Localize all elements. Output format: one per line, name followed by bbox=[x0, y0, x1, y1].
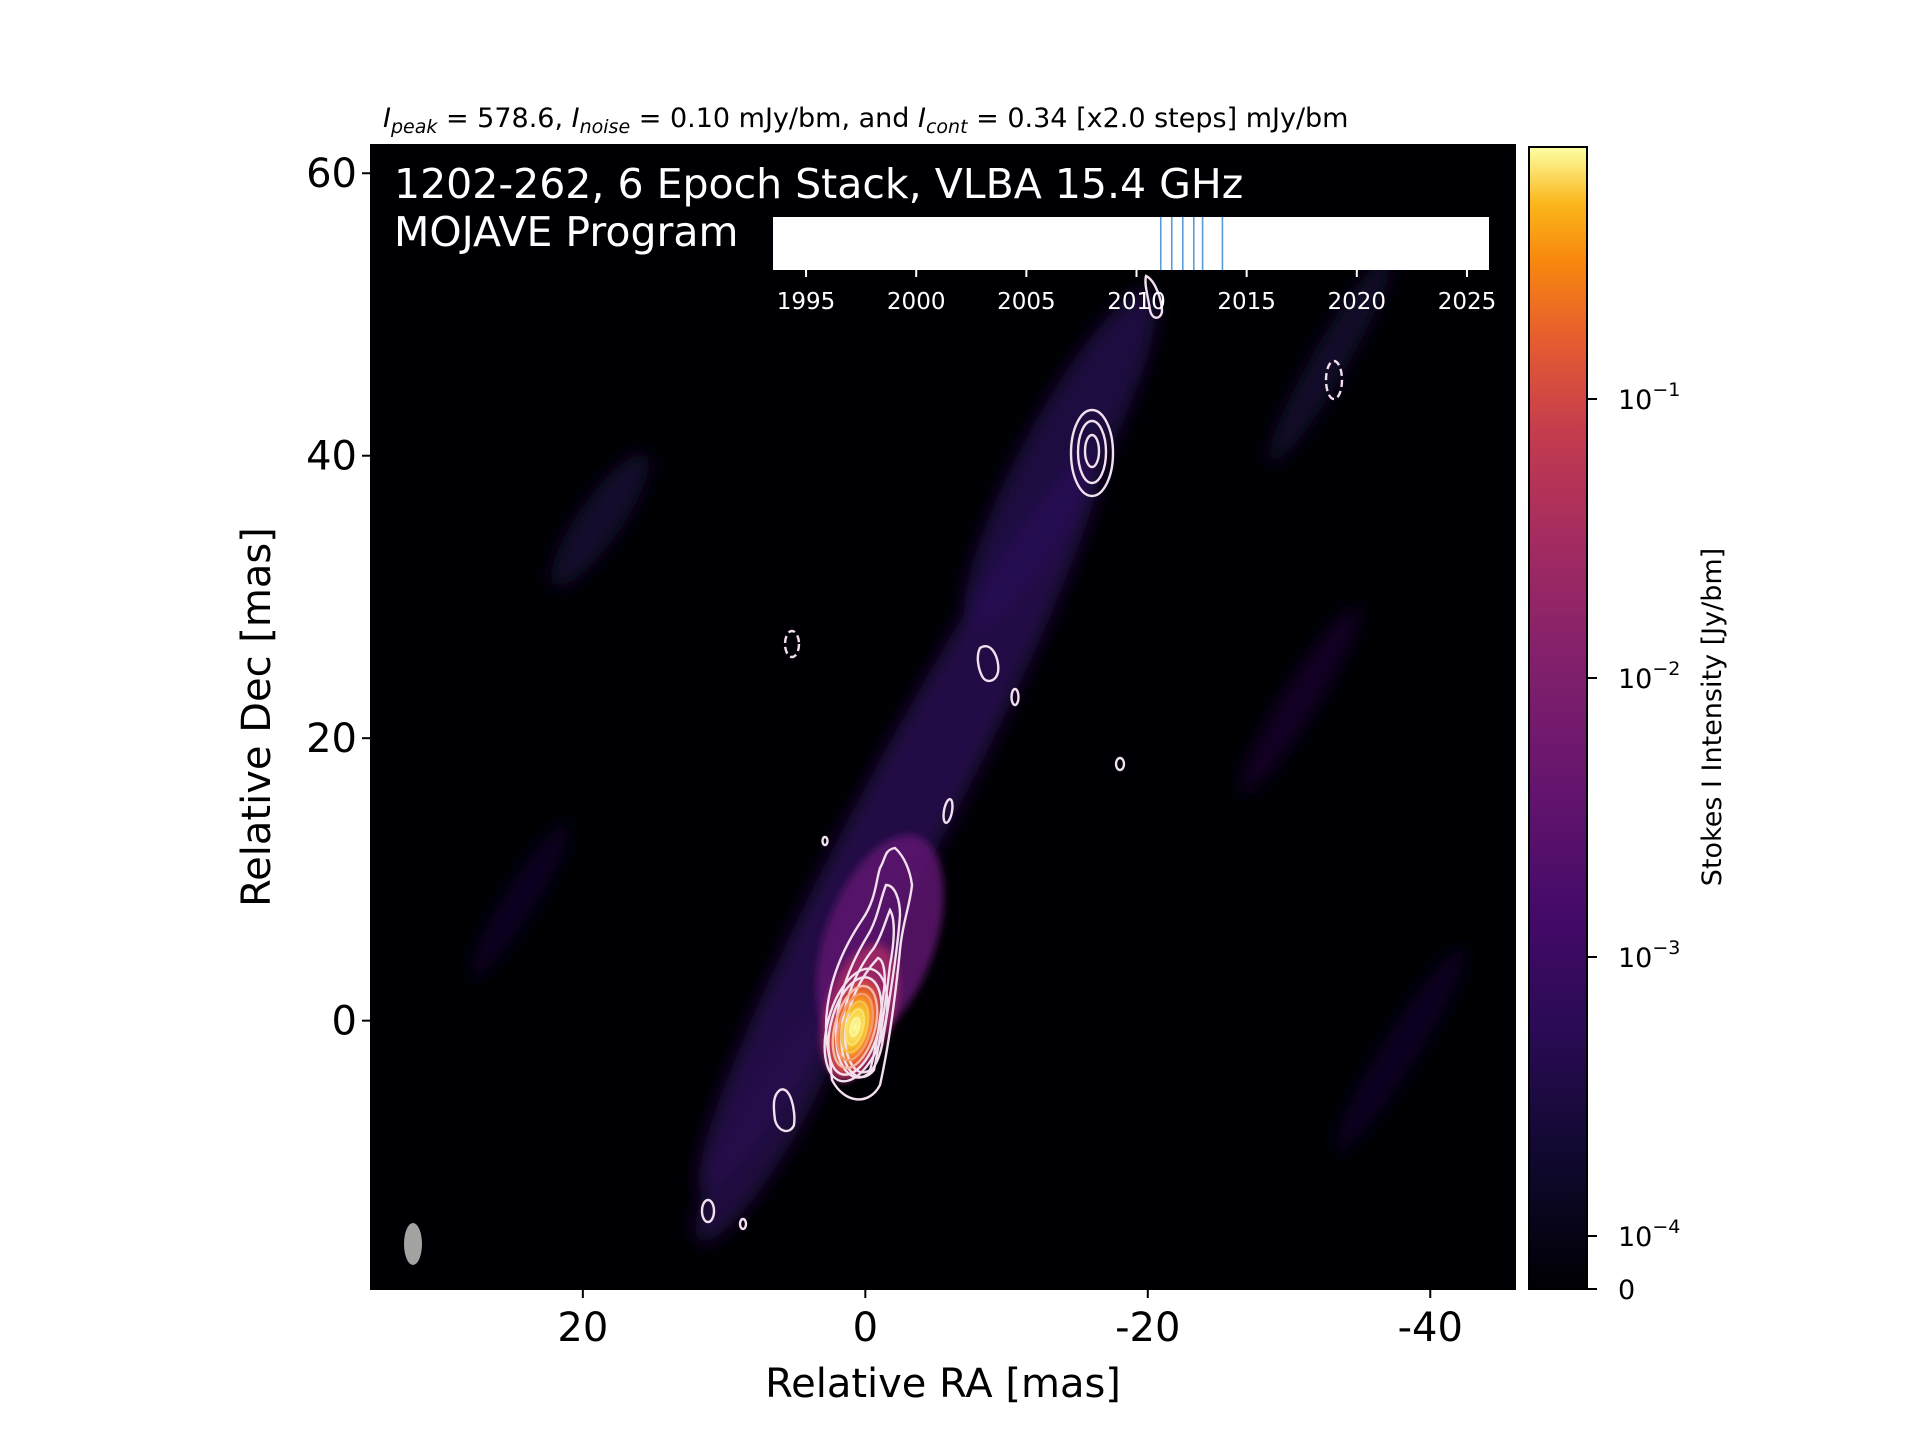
cont-unit: mJy/bm bbox=[1246, 103, 1349, 134]
core-contour-6 bbox=[827, 976, 883, 1076]
header-joiner: and bbox=[859, 103, 910, 134]
x-tick-label: 20 bbox=[557, 1305, 608, 1351]
timeline-tick-label: 2025 bbox=[1438, 289, 1497, 315]
colorbar-label: Stokes I Intensity [Jy/bm] bbox=[1697, 548, 1728, 886]
jet-contour-3 bbox=[840, 907, 895, 1079]
timeline-tick-label: 2005 bbox=[997, 289, 1056, 315]
restoring-beam bbox=[404, 1223, 422, 1265]
colorbar: 10−1 10−2 10−3 10−4 0 Stokes I Intensity [Jy… bbox=[1528, 146, 1728, 1306]
y-tick-label: 40 bbox=[306, 434, 357, 480]
knot-contour bbox=[700, 1198, 716, 1224]
noise-unit: mJy/bm bbox=[739, 103, 842, 134]
stats-header: Ipeak = 578.6, Inoise = 0.10 mJy/bm, and… bbox=[383, 103, 1348, 138]
peak-value: 578.6 bbox=[477, 103, 554, 134]
y-axis: 0 20 40 60 bbox=[306, 151, 371, 1045]
x-tick-label: 0 bbox=[853, 1305, 878, 1351]
knot-contour bbox=[976, 645, 1000, 683]
overlay-line2: MOJAVE Program bbox=[394, 208, 738, 256]
core-contour-9 bbox=[840, 1000, 870, 1054]
core-contour-7 bbox=[831, 984, 879, 1070]
knot-contour bbox=[942, 797, 954, 825]
timeline-tick-label: 2020 bbox=[1328, 289, 1387, 315]
diffuse-emission bbox=[470, 255, 1466, 1243]
image-panel: 1202-262, 6 Epoch Stack, VLBA 15.4 GHz M… bbox=[371, 145, 1515, 1289]
colorbar-tick-label: 10−4 bbox=[1618, 1216, 1680, 1253]
knot-contour bbox=[738, 1217, 748, 1231]
core-contour-11 bbox=[849, 1017, 861, 1037]
colorbar-ticks: 10−1 10−2 10−3 10−4 0 bbox=[1587, 379, 1680, 1306]
x-axis-label: Relative RA [mas] bbox=[765, 1361, 1121, 1407]
timeline-tick-label: 2000 bbox=[887, 289, 946, 315]
epoch-timeline: 1995 2000 2005 2010 2015 2020 2025 bbox=[773, 217, 1496, 315]
colorbar-tick-label: 10−2 bbox=[1618, 658, 1680, 695]
colorbar-tick-label: 10−3 bbox=[1618, 937, 1680, 974]
timeline-tick-label: 2015 bbox=[1217, 289, 1276, 315]
knot-north-mid bbox=[1076, 419, 1108, 485]
knot-north-inner bbox=[1083, 433, 1101, 469]
core-contour-10 bbox=[844, 1008, 866, 1046]
y-tick-label: 20 bbox=[306, 716, 357, 762]
negative-contour bbox=[1324, 359, 1344, 401]
x-axis: 20 0 -20 -40 bbox=[557, 1289, 1463, 1351]
colorbar-gradient bbox=[1528, 146, 1588, 1290]
y-tick-label: 60 bbox=[306, 151, 357, 197]
colorbar-tick-label: 0 bbox=[1618, 1275, 1635, 1306]
knot-north-outer bbox=[1069, 408, 1115, 498]
timeline-tick-label: 1995 bbox=[777, 289, 836, 315]
contours bbox=[700, 274, 1344, 1231]
negative-contour bbox=[783, 629, 801, 659]
colorbar-tick-label: 10−1 bbox=[1618, 379, 1680, 416]
knot-contour bbox=[1114, 756, 1126, 772]
overlay-line1: 1202-262, 6 Epoch Stack, VLBA 15.4 GHz bbox=[394, 160, 1243, 208]
jet-contour-outer bbox=[824, 846, 914, 1101]
x-tick-label: -40 bbox=[1398, 1305, 1463, 1351]
core-contour-5 bbox=[823, 967, 889, 1083]
knot-contour bbox=[1144, 274, 1164, 319]
plot-frame bbox=[370, 144, 1516, 1290]
y-tick-label: 0 bbox=[332, 999, 357, 1045]
knot-contour bbox=[772, 1088, 796, 1133]
noise-value: 0.10 bbox=[670, 103, 730, 134]
timeline-box bbox=[773, 217, 1489, 270]
x-tick-label: -20 bbox=[1115, 1305, 1180, 1351]
knot-contour bbox=[1010, 687, 1020, 707]
knot-contour bbox=[821, 835, 829, 847]
y-axis-label: Relative Dec [mas] bbox=[234, 527, 280, 907]
core-contour-8 bbox=[836, 992, 874, 1062]
cont-value: 0.34 bbox=[1007, 103, 1067, 134]
cont-steps: [x2.0 steps] bbox=[1076, 103, 1237, 134]
timeline-tick-label: 2010 bbox=[1107, 289, 1166, 315]
